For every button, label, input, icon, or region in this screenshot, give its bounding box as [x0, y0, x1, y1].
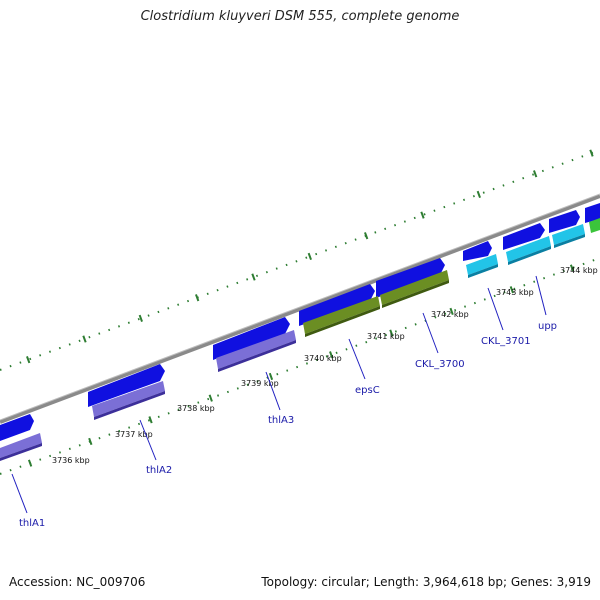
kbp-labels: 3736 kbp 3737 kbp 3738 kbp 3739 kbp 3740… — [52, 266, 598, 465]
gene-arrow-thlA1[interactable] — [0, 414, 34, 441]
gene-label-thlA1[interactable]: thlA1 — [19, 518, 45, 529]
cds-bar-CKL_3700[interactable] — [380, 270, 449, 305]
inner-major-tick-6 — [389, 329, 394, 337]
outer-major-tick-0 — [26, 356, 31, 364]
gene-label-epsC[interactable]: epsC — [355, 385, 380, 396]
cds-bar-CKL_3700-shadow — [382, 280, 449, 308]
genome-backbone-highlight — [0, 193, 600, 421]
cds-bar-next-1[interactable] — [552, 224, 585, 245]
kbp-label-3737: 3737 kbp — [115, 430, 153, 439]
kbp-label-3740: 3740 kbp — [304, 354, 342, 363]
accession-text: Accession: NC_009706 — [9, 575, 146, 589]
leader-upp — [535, 275, 547, 316]
cds-bar-thlA2-shadow — [94, 391, 165, 420]
kbp-label-3736: 3736 kbp — [52, 456, 90, 465]
kbp-label-3738: 3738 kbp — [177, 404, 215, 413]
genome-summary-text: Topology: circular; Length: 3,964,618 bp… — [261, 575, 591, 589]
cds-bar-upp-shadow — [508, 246, 551, 265]
gene-label-thlA2[interactable]: thlA2 — [146, 465, 172, 476]
kbp-label-3744: 3744 kbp — [560, 266, 598, 275]
gene-label-CKL_3700[interactable]: CKL_3700 — [415, 359, 465, 370]
outer-major-tick-9 — [533, 170, 538, 178]
cds-bar-thlA3-shadow — [218, 340, 296, 372]
gene-label-thlA3[interactable]: thlA3 — [268, 415, 294, 426]
gene-label-CKL_3701[interactable]: CKL_3701 — [481, 336, 531, 347]
map-title: Clostridium kluyveri DSM 555, complete g… — [140, 9, 460, 24]
inner-major-tick-9 — [569, 264, 575, 272]
outer-major-tick-3 — [195, 294, 200, 302]
outer-major-tick-5 — [307, 252, 312, 261]
gene-arrow-thlA3[interactable] — [213, 317, 290, 360]
cds-bar-thlA3[interactable] — [216, 330, 296, 369]
inner-ruler-major-ticks — [27, 264, 575, 467]
inner-major-tick-7 — [449, 307, 454, 316]
leader-thlA2 — [139, 419, 157, 461]
genome-backbone — [0, 194, 600, 424]
cds-bar-next-2[interactable] — [589, 218, 600, 233]
gene-labels: thlA1 thlA2 thlA3 epsC CKL_3700 CKL_3701… — [19, 321, 557, 529]
leader-CKL_3700 — [422, 312, 439, 354]
gene-arrow-epsC[interactable] — [299, 284, 375, 326]
leader-CKL_3701 — [487, 287, 504, 331]
cds-bar-CKL_3701[interactable] — [466, 254, 498, 275]
inner-major-tick-0 — [27, 459, 33, 467]
outer-major-tick-8 — [476, 190, 481, 199]
inner-major-tick-3 — [208, 394, 213, 402]
inner-ruler — [0, 257, 600, 475]
inner-major-tick-1 — [88, 437, 93, 446]
inner-major-tick-4 — [268, 372, 274, 381]
gene-label-leaders — [11, 275, 547, 514]
cds-track — [0, 218, 600, 461]
outer-ruler-major-ticks — [26, 149, 594, 364]
outer-major-tick-2 — [138, 314, 143, 322]
cds-bar-thlA1-shadow — [0, 443, 42, 461]
outer-major-tick-10 — [589, 149, 594, 157]
leader-epsC — [348, 338, 366, 380]
gene-arrow-next-1[interactable] — [549, 210, 580, 233]
gene-label-upp[interactable]: upp — [538, 321, 557, 332]
cds-bar-CKL_3701-shadow — [468, 264, 498, 278]
cds-bar-thlA2[interactable] — [92, 381, 165, 417]
cds-bar-upp[interactable] — [506, 236, 551, 262]
gene-track — [0, 203, 600, 441]
kbp-label-3742: 3742 kbp — [431, 310, 469, 319]
cds-bar-next-1-shadow — [554, 234, 585, 248]
gene-arrow-CKL_3700[interactable] — [376, 258, 445, 298]
inner-major-tick-5 — [329, 351, 334, 359]
gene-arrow-thlA2[interactable] — [88, 364, 165, 407]
cds-bar-epsC[interactable] — [303, 296, 380, 334]
cds-bar-thlA1[interactable] — [0, 433, 42, 458]
outer-major-tick-7 — [420, 211, 425, 219]
outer-major-tick-1 — [82, 335, 87, 343]
outer-major-tick-4 — [251, 273, 256, 281]
kbp-label-3741: 3741 kbp — [367, 332, 405, 341]
cds-bar-epsC-shadow — [305, 306, 380, 337]
gene-arrow-upp[interactable] — [503, 223, 545, 250]
kbp-label-3743: 3743 kbp — [496, 288, 534, 297]
inner-major-tick-8 — [509, 286, 514, 294]
outer-major-tick-6 — [364, 232, 369, 240]
leader-thlA1 — [11, 473, 28, 514]
kbp-label-3739: 3739 kbp — [241, 379, 279, 388]
gene-arrow-next-2[interactable] — [585, 203, 600, 223]
leader-thlA3 — [265, 371, 281, 411]
gene-arrow-CKL_3701[interactable] — [463, 241, 492, 261]
inner-major-tick-2 — [148, 416, 153, 424]
